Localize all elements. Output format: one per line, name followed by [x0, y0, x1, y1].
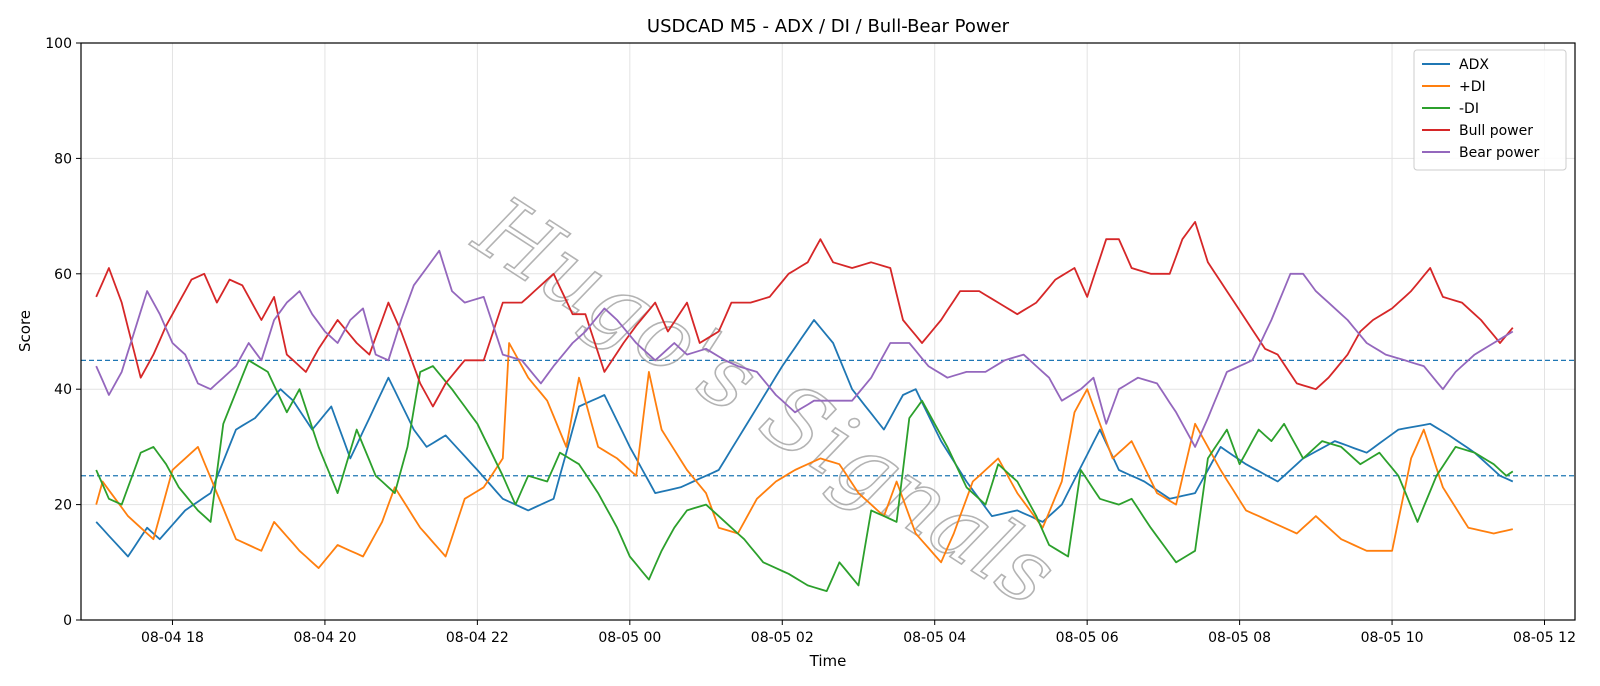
legend-label: Bear power [1459, 145, 1540, 161]
x-axis-label: Time [809, 652, 847, 670]
y-tick-label: 80 [54, 151, 72, 167]
chart-title: USDCAD M5 - ADX / DI / Bull-Bear Power [647, 16, 1010, 37]
y-tick-label: 20 [54, 498, 72, 514]
series-line-adx [95, 319, 1514, 558]
legend: ADX +DI -DI Bull power Bear power [1413, 49, 1567, 171]
y-axis: 0 20 40 60 80 100 [45, 36, 81, 629]
y-tick-label: 60 [54, 267, 72, 283]
legend-label: ADX [1459, 57, 1489, 73]
x-tick-label: 08-05 08 [1208, 630, 1271, 646]
y-axis-label: Score [16, 310, 34, 352]
x-tick-label: 08-05 04 [903, 630, 966, 646]
legend-box [1413, 49, 1567, 171]
series-line-di [95, 359, 1514, 592]
x-tick-label: 08-04 22 [446, 630, 509, 646]
legend-label: -DI [1459, 101, 1479, 117]
y-tick-label: 0 [63, 613, 72, 629]
x-tick-label: 08-05 12 [1513, 630, 1576, 646]
x-tick-label: 08-04 20 [293, 630, 356, 646]
legend-label: Bull power [1459, 123, 1533, 139]
x-tick-label: 08-05 06 [1056, 630, 1119, 646]
legend-label: +DI [1459, 79, 1486, 95]
x-tick-label: 08-05 00 [598, 630, 661, 646]
y-tick-label: 40 [54, 382, 72, 398]
series-group [95, 220, 1514, 592]
x-tick-label: 08-05 02 [751, 630, 814, 646]
series-line-bull-power [95, 220, 1514, 408]
series-line-di [95, 342, 1514, 569]
plot-frame [80, 42, 1576, 621]
y-tick-label: 100 [45, 36, 72, 52]
x-tick-label: 08-05 10 [1361, 630, 1424, 646]
x-tick-label: 08-04 18 [141, 630, 204, 646]
x-axis: 08-04 18 08-04 20 08-04 22 08-05 00 08-05 02… [141, 620, 1576, 646]
series-line-bear-power [95, 249, 1514, 448]
